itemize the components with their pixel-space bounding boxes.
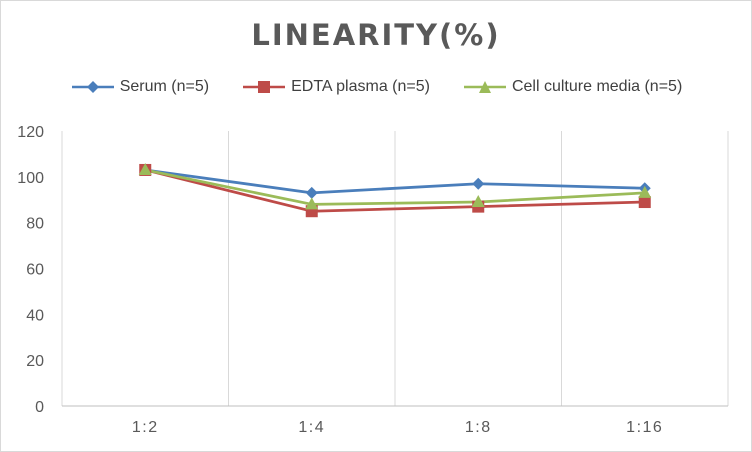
triangle-marker <box>478 81 491 93</box>
legend-label-edta-plasma: EDTA plasma (n=5) <box>291 78 430 95</box>
y-tick-label: 80 <box>26 216 44 233</box>
x-tick-label: 1:4 <box>298 419 325 436</box>
y-tick-label: 60 <box>26 262 44 279</box>
y-tick-label: 100 <box>17 170 44 187</box>
series-line-0 <box>145 168 645 195</box>
legend-marker-cell-culture-media <box>463 81 506 93</box>
x-tick-label: 1:2 <box>132 419 159 436</box>
diamond-marker <box>86 81 99 93</box>
legend-marker-edta-plasma <box>243 81 286 93</box>
data-point-diamond <box>472 177 485 190</box>
legend-item-cell-culture-media: Cell culture media (n=5) <box>462 78 682 96</box>
data-point-triangle <box>305 197 319 210</box>
legend-item-edta-plasma: EDTA plasma (n=5) <box>241 78 430 96</box>
chart-title: LINEARITY(%) <box>251 18 501 52</box>
x-tick-label: 1:8 <box>465 419 492 436</box>
y-tick-label: 40 <box>26 307 44 324</box>
legend-item-serum: Serum (n=5) <box>70 78 209 96</box>
data-point-square <box>638 196 651 209</box>
y-tick-label: 20 <box>26 353 44 370</box>
y-tick-label: 0 <box>35 399 44 416</box>
legend-label-serum: Serum (n=5) <box>119 78 210 95</box>
legend-marker-serum <box>71 81 114 93</box>
data-point-diamond <box>305 186 318 199</box>
legend: Serum (n=5) EDTA plasma (n=5) Cell cultu… <box>0 78 752 96</box>
y-tick-label: 120 <box>17 124 44 141</box>
data-point-triangle <box>138 162 152 175</box>
x-tick-label: 1:16 <box>626 419 663 436</box>
legend-label-cell-culture-media: Cell culture media (n=5) <box>511 78 683 95</box>
series-line-1 <box>144 168 645 213</box>
data-point-triangle <box>471 195 485 208</box>
data-point-triangle <box>638 185 652 198</box>
square-marker <box>258 81 271 93</box>
series-line-2 <box>144 168 645 206</box>
